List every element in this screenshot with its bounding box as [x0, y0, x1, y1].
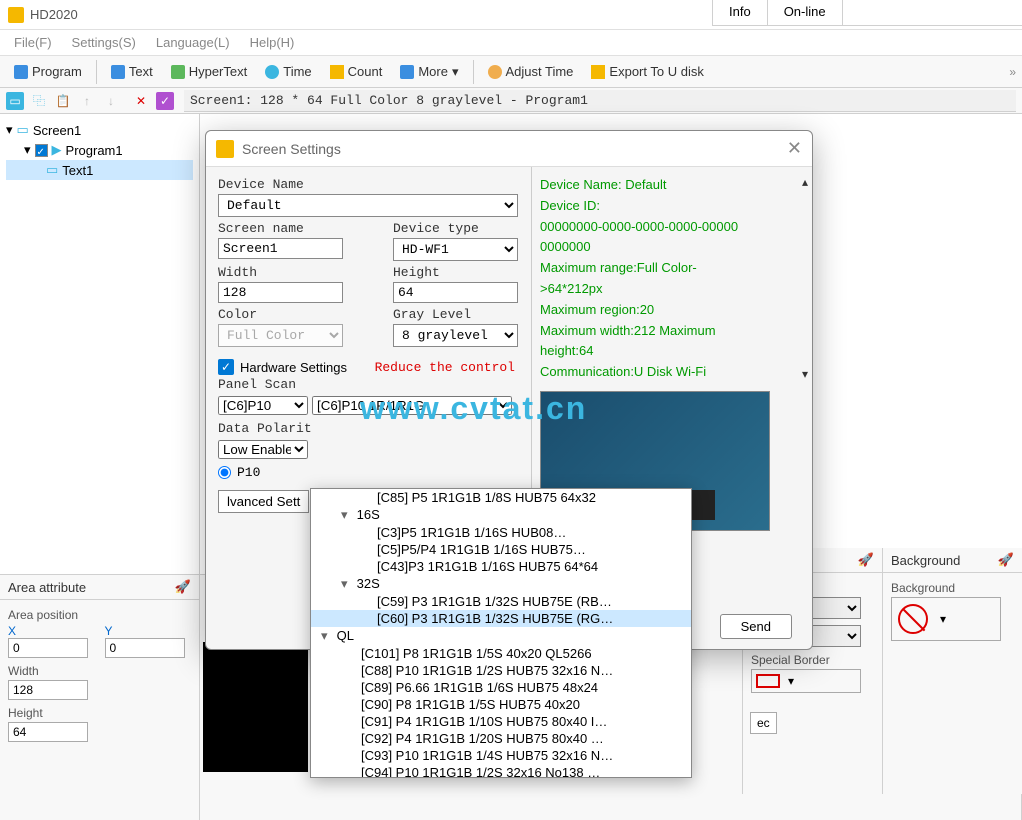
- program-checkbox[interactable]: [35, 144, 48, 157]
- width-input[interactable]: [8, 680, 88, 700]
- bg-label: Background: [891, 581, 1014, 595]
- background-panel: Background🚀 Background ▾: [882, 548, 1022, 794]
- dlg-width-input[interactable]: [218, 282, 343, 303]
- dropdown-item[interactable]: ▾ 32S: [311, 575, 691, 593]
- ec-button[interactable]: ec: [750, 712, 777, 734]
- tb-export[interactable]: Export To U disk: [583, 61, 711, 82]
- menubar: File(F) Settings(S) Language(L) Help(H): [0, 30, 1022, 56]
- tb-count[interactable]: Count: [322, 61, 391, 82]
- dropdown-item[interactable]: [C5]P5/P4 1R1G1B 1/16S HUB75…: [311, 541, 691, 558]
- send-button[interactable]: Send: [720, 614, 792, 639]
- panel-scan-dropdown[interactable]: [C85] P5 1R1G1B 1/8S HUB75 64x32▾ 16S[C3…: [310, 488, 692, 778]
- dropdown-item[interactable]: [C3]P5 1R1G1B 1/16S HUB08…: [311, 524, 691, 541]
- tb-hypertext[interactable]: HyperText: [163, 61, 256, 82]
- x-input[interactable]: [8, 638, 88, 658]
- clock-icon: [488, 65, 502, 79]
- tb-time[interactable]: Time: [257, 61, 319, 82]
- toolbar2: ▭ ⿻ 📋 ↑ ↓ ✕ ✓ Screen1: 128 * 64 Full Col…: [0, 88, 1022, 114]
- tb2-delete[interactable]: ✕: [132, 92, 150, 110]
- height-label: Height: [8, 706, 191, 720]
- tab-online[interactable]: On-line: [768, 0, 843, 25]
- screen-name-input[interactable]: [218, 238, 343, 259]
- tree: ▾▭Screen1 ▾▶Program1 ▭Text1: [0, 114, 200, 574]
- preview: [203, 642, 308, 772]
- more-icon: [400, 65, 414, 79]
- advanced-button[interactable]: lvanced Sett: [218, 490, 309, 513]
- info-tabs: Info On-line: [712, 0, 1022, 26]
- count-icon: [330, 65, 344, 79]
- tree-screen[interactable]: ▾▭Screen1: [6, 120, 193, 140]
- app-icon: [8, 7, 24, 23]
- dropdown-item[interactable]: ▾ QL: [311, 627, 691, 645]
- color-select: Full Color: [218, 324, 343, 347]
- dropdown-item[interactable]: [C85] P5 1R1G1B 1/8S HUB75 64x32: [311, 489, 691, 506]
- tb2-screen[interactable]: ▭: [6, 92, 24, 110]
- menu-settings[interactable]: Settings(S): [62, 35, 146, 50]
- low-enable-select[interactable]: Low Enable: [218, 440, 308, 459]
- tb-adjust-time[interactable]: Adjust Time: [480, 61, 582, 82]
- dropdown-item[interactable]: [C92] P4 1R1G1B 1/20S HUB75 80x40 …: [311, 730, 691, 747]
- dialog-icon: [216, 140, 234, 158]
- menu-file[interactable]: File(F): [4, 35, 62, 50]
- tree-text[interactable]: ▭Text1: [6, 160, 193, 180]
- tb2-paste[interactable]: 📋: [54, 92, 72, 110]
- toolbar: Program Text HyperText Time Count More ▾…: [0, 56, 1022, 88]
- tb-text[interactable]: Text: [103, 61, 161, 82]
- no-bg-icon: [898, 604, 928, 634]
- hypertext-icon: [171, 65, 185, 79]
- device-info: Device Name: DefaultDevice ID:00000000-0…: [540, 175, 804, 383]
- menu-help[interactable]: Help(H): [240, 35, 305, 50]
- border-preview: [756, 674, 780, 688]
- dropdown-item[interactable]: [C88] P10 1R1G1B 1/2S HUB75 32x16 N…: [311, 662, 691, 679]
- screen-info: Screen1: 128 * 64 Full Color 8 graylevel…: [184, 90, 1016, 112]
- dropdown-item[interactable]: [C94] P10 1R1G1B 1/2S 32x16 No138 …: [311, 764, 691, 778]
- dialog-title: Screen Settings: [242, 141, 787, 157]
- tb2-up[interactable]: ↑: [78, 92, 96, 110]
- hw-checkbox[interactable]: ✓: [218, 359, 234, 375]
- pos-label: Area position: [8, 608, 191, 622]
- area-panel: Area attribute🚀 Area position X Y Width …: [0, 575, 200, 820]
- tb-program[interactable]: Program: [6, 61, 90, 82]
- gray-select[interactable]: 8 graylevel: [393, 324, 518, 347]
- panel-scan2[interactable]: [C6]P10 1R/1R1G: [312, 396, 512, 415]
- panel-scan1[interactable]: [C6]P10: [218, 396, 308, 415]
- special-border-label: Special Border: [751, 653, 874, 667]
- dropdown-item[interactable]: [C59] P3 1R1G1B 1/32S HUB75E (RB…: [311, 593, 691, 610]
- tb-more[interactable]: More ▾: [392, 61, 466, 83]
- dropdown-item[interactable]: ▾ 16S: [311, 506, 691, 524]
- tb2-check[interactable]: ✓: [156, 92, 174, 110]
- y-input[interactable]: [105, 638, 185, 658]
- dropdown-item[interactable]: [C93] P10 1R1G1B 1/4S HUB75 32x16 N…: [311, 747, 691, 764]
- p10-radio[interactable]: [218, 466, 231, 479]
- dropdown-item[interactable]: [C89] P6.66 1R1G1B 1/6S HUB75 48x24: [311, 679, 691, 696]
- rocket-icon: 🚀: [175, 579, 191, 595]
- height-input[interactable]: [8, 722, 88, 742]
- program-icon: [14, 65, 28, 79]
- device-name-select[interactable]: Default: [218, 194, 518, 217]
- area-title: Area attribute: [8, 580, 86, 595]
- tb2-copy[interactable]: ⿻: [30, 92, 48, 110]
- tb2-down[interactable]: ↓: [102, 92, 120, 110]
- text-icon: [111, 65, 125, 79]
- usb-icon: [591, 65, 605, 79]
- tree-program[interactable]: ▾▶Program1: [6, 140, 193, 160]
- tab-info[interactable]: Info: [713, 0, 768, 25]
- dropdown-item[interactable]: [C43]P3 1R1G1B 1/16S HUB75 64*64: [311, 558, 691, 575]
- time-icon: [265, 65, 279, 79]
- bg-select[interactable]: ▾: [891, 597, 1001, 641]
- dropdown-item[interactable]: [C101] P8 1R1G1B 1/5S 40x20 QL5266: [311, 645, 691, 662]
- device-type-select[interactable]: HD-WF1: [393, 238, 518, 261]
- width-label: Width: [8, 664, 191, 678]
- dlg-height-input[interactable]: [393, 282, 518, 303]
- dropdown-item[interactable]: [C60] P3 1R1G1B 1/32S HUB75E (RG…: [311, 610, 691, 627]
- dropdown-item[interactable]: [C91] P4 1R1G1B 1/10S HUB75 80x40 I…: [311, 713, 691, 730]
- dropdown-item[interactable]: [C90] P8 1R1G1B 1/5S HUB75 40x20: [311, 696, 691, 713]
- menu-language[interactable]: Language(L): [146, 35, 240, 50]
- dialog-close[interactable]: ✕: [787, 138, 802, 159]
